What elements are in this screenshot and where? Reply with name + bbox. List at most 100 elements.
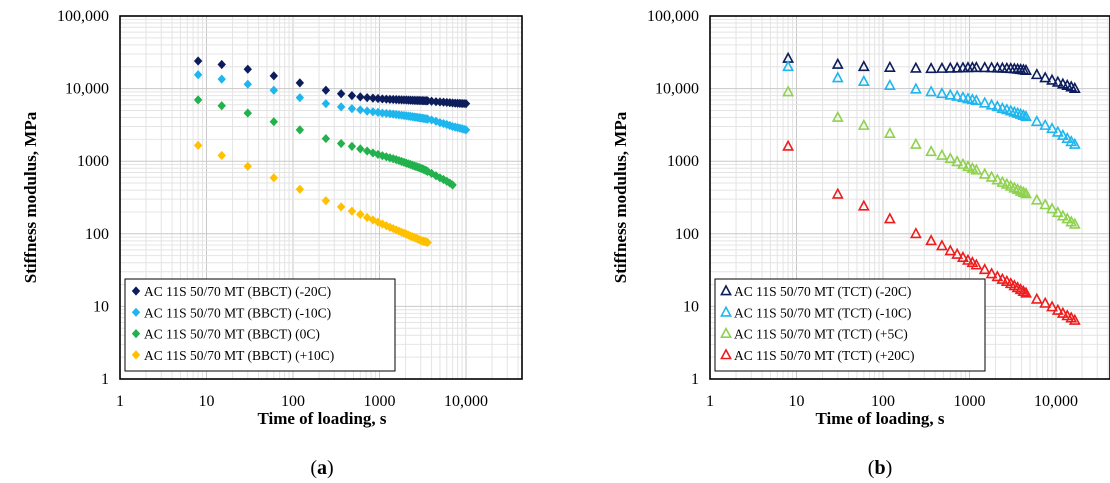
data-point bbox=[243, 79, 252, 89]
data-point bbox=[978, 167, 991, 179]
x-tick-label: 1000 bbox=[364, 393, 396, 410]
legend-a: AC 11S 50/70 MT (BBCT) (-20C) AC 11S 50/7… bbox=[124, 278, 396, 372]
x-axis-label-b: Time of loading, s bbox=[815, 409, 944, 428]
x-tick-label: 10,000 bbox=[1034, 393, 1078, 410]
data-point bbox=[857, 118, 870, 130]
data-point bbox=[935, 87, 948, 99]
data-point bbox=[1014, 184, 1027, 196]
data-point bbox=[1017, 108, 1030, 120]
data-point bbox=[991, 270, 1004, 282]
data-point bbox=[217, 59, 226, 70]
data-point bbox=[951, 61, 964, 73]
x-tick-label: 100 bbox=[871, 393, 895, 410]
data-point bbox=[295, 184, 305, 194]
data-point bbox=[1068, 313, 1081, 325]
data-point bbox=[970, 61, 983, 73]
legend-marker bbox=[131, 286, 141, 296]
data-point bbox=[978, 263, 991, 275]
data-point bbox=[1020, 187, 1032, 199]
data-point bbox=[985, 170, 998, 182]
data-point bbox=[336, 102, 346, 112]
data-point bbox=[925, 85, 938, 97]
data-point bbox=[362, 93, 372, 103]
legend-entry: AC 11S 50/70 MT (TCT) (+20C) bbox=[734, 348, 915, 363]
x-tick-label: 1 bbox=[706, 393, 714, 410]
legend-entry: AC 11S 50/70 MT (TCT) (-20C) bbox=[734, 284, 911, 299]
data-point bbox=[831, 57, 844, 69]
data-point bbox=[883, 126, 896, 138]
data-point bbox=[336, 138, 346, 149]
data-point bbox=[951, 89, 964, 101]
data-point bbox=[985, 267, 998, 279]
data-point bbox=[909, 227, 922, 239]
legend-entry: AC 11S 50/70 MT (BBCT) (-10C) bbox=[144, 305, 331, 320]
legend-box bbox=[124, 278, 396, 372]
data-point bbox=[831, 187, 844, 199]
y-tick-label: 10,000 bbox=[655, 81, 699, 98]
data-point bbox=[1056, 209, 1069, 221]
data-point bbox=[944, 244, 957, 256]
data-point bbox=[935, 61, 948, 73]
data-point bbox=[269, 117, 279, 127]
y-tick-label: 100 bbox=[675, 226, 699, 243]
data-point bbox=[193, 70, 203, 80]
data-point bbox=[1017, 185, 1030, 197]
y-tick-label: 10 bbox=[93, 298, 109, 315]
y-tick-label: 1000 bbox=[667, 153, 699, 170]
data-point bbox=[985, 98, 998, 110]
y-tick-label: 10 bbox=[683, 298, 699, 315]
data-point bbox=[321, 85, 331, 95]
legend-marker bbox=[131, 329, 141, 339]
data-point bbox=[1030, 115, 1043, 127]
legend-entry: AC 11S 50/70 MT (TCT) (-10C) bbox=[734, 305, 911, 320]
data-point bbox=[1056, 306, 1069, 318]
data-point bbox=[782, 85, 795, 97]
data-point bbox=[944, 61, 957, 73]
legend-box bbox=[714, 278, 986, 372]
data-point bbox=[935, 239, 948, 251]
plot-area-a bbox=[119, 15, 523, 380]
data-point bbox=[1039, 71, 1052, 83]
x-tick-labels-a: 1 10 100 1000 10,000 bbox=[116, 393, 488, 410]
data-point bbox=[347, 104, 357, 114]
legend-marker bbox=[131, 350, 141, 360]
data-point bbox=[269, 173, 279, 183]
data-point bbox=[193, 140, 203, 151]
data-point bbox=[857, 60, 870, 72]
data-point bbox=[831, 110, 844, 122]
x-tick-label: 10,000 bbox=[444, 393, 488, 410]
data-point bbox=[978, 61, 991, 73]
data-point bbox=[935, 148, 948, 160]
x-tick-label: 1 bbox=[116, 393, 124, 410]
legend-entry: AC 11S 50/70 MT (TCT) (+5C) bbox=[734, 327, 908, 342]
data-point bbox=[1068, 217, 1081, 229]
y-tick-label: 1 bbox=[691, 371, 699, 388]
data-point bbox=[321, 196, 331, 206]
y-tick-label: 100 bbox=[85, 226, 109, 243]
data-point bbox=[985, 61, 998, 73]
data-point bbox=[782, 139, 795, 151]
data-point bbox=[362, 106, 372, 116]
x-tick-label: 1000 bbox=[954, 393, 986, 410]
y-tick-label: 1 bbox=[101, 371, 109, 388]
data-point bbox=[883, 78, 896, 90]
data-point bbox=[1051, 125, 1064, 137]
data-point bbox=[909, 61, 922, 73]
data-point bbox=[857, 199, 870, 211]
data-point bbox=[944, 88, 957, 100]
x-tick-label: 10 bbox=[199, 393, 215, 410]
y-tick-label: 10,000 bbox=[65, 81, 109, 98]
data-point bbox=[1017, 284, 1030, 296]
data-point bbox=[217, 150, 226, 161]
data-point bbox=[295, 78, 305, 88]
data-point bbox=[957, 90, 969, 103]
data-point bbox=[1039, 296, 1052, 308]
x-axis-label-a: Time of loading, s bbox=[257, 409, 386, 428]
data-point bbox=[356, 209, 365, 220]
data-point bbox=[243, 64, 252, 74]
data-point bbox=[1020, 286, 1032, 298]
data-point bbox=[1061, 131, 1074, 143]
data-point bbox=[1014, 107, 1027, 119]
data-point bbox=[269, 71, 279, 81]
